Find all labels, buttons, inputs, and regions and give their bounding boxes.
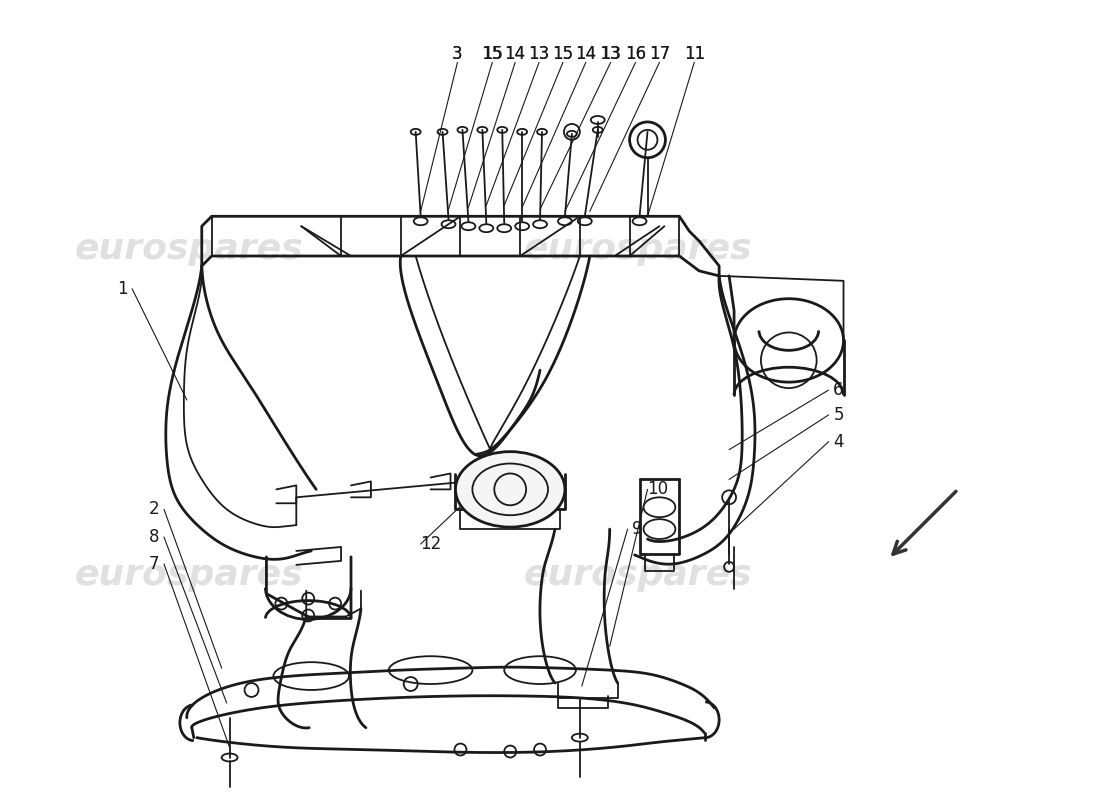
Text: 14: 14 — [575, 46, 596, 63]
Text: 17: 17 — [649, 46, 670, 63]
Text: 15: 15 — [552, 46, 574, 63]
Text: 13: 13 — [600, 46, 620, 63]
Text: 6: 6 — [834, 381, 844, 399]
Text: 3: 3 — [452, 46, 463, 63]
Text: 13: 13 — [528, 46, 550, 63]
Text: 9: 9 — [632, 520, 642, 538]
Text: 10: 10 — [647, 480, 668, 498]
Text: eurospares: eurospares — [524, 558, 752, 592]
Text: eurospares: eurospares — [524, 232, 752, 266]
Text: 16: 16 — [625, 46, 646, 63]
Text: 15: 15 — [482, 46, 503, 63]
Text: 16: 16 — [625, 46, 646, 63]
Text: 14: 14 — [505, 46, 526, 63]
Text: 8: 8 — [148, 528, 159, 546]
Ellipse shape — [455, 452, 565, 527]
Text: 15: 15 — [482, 46, 503, 63]
Text: 1: 1 — [117, 280, 128, 298]
Text: 4: 4 — [834, 433, 844, 450]
Text: 7: 7 — [148, 555, 159, 573]
Text: 5: 5 — [834, 406, 844, 424]
Text: 11: 11 — [683, 46, 705, 63]
Text: eurospares: eurospares — [75, 558, 304, 592]
Text: 14: 14 — [575, 46, 596, 63]
Text: 11: 11 — [684, 46, 705, 63]
Text: 15: 15 — [552, 46, 573, 63]
Text: eurospares: eurospares — [75, 232, 304, 266]
Text: 17: 17 — [649, 46, 670, 63]
Text: 14: 14 — [505, 46, 526, 63]
Text: 2: 2 — [148, 500, 159, 518]
Text: 13: 13 — [601, 46, 621, 63]
Text: 3: 3 — [452, 46, 462, 63]
Text: 12: 12 — [420, 535, 441, 553]
Text: 13: 13 — [528, 46, 550, 63]
